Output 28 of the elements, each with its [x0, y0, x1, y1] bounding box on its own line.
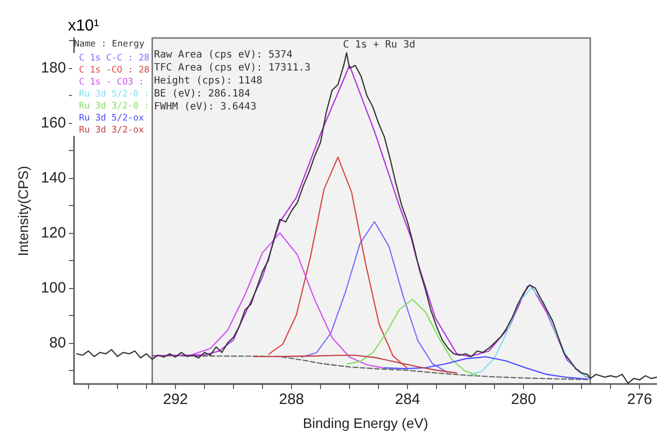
- y-tick-label: 100: [40, 279, 66, 296]
- text: Ru 3d 3/2-0 :: [79, 102, 150, 112]
- text: C 1s -CO : 28: [79, 66, 150, 76]
- text: Ru 3d 3/2-ox: [79, 126, 145, 136]
- text: x10¹: [68, 18, 100, 34]
- text: Ru 3d 5/2-0 :: [79, 90, 150, 100]
- x-tick-label: 276: [627, 391, 652, 408]
- annotation: Height (cps): 1148: [154, 76, 262, 86]
- text: C 1s - CO3 :: [79, 78, 144, 88]
- y-axis-title: Intensity(CPS): [15, 166, 31, 256]
- legend-title: Name : Energy: [74, 40, 146, 50]
- x-tick-label: 292: [162, 391, 188, 408]
- y-tick-label: 80: [49, 334, 66, 352]
- chart-title: C 1s + Ru 3d: [343, 40, 416, 50]
- annotation: Raw Area (cps eV): 5374: [154, 50, 292, 60]
- x-tick-label: 280: [511, 391, 536, 408]
- text: Ru 3d 5/2-ox: [79, 114, 145, 124]
- annotation: FWHM (eV): 3.6443: [154, 102, 256, 112]
- x-axis-title: Binding Energy (eV): [302, 415, 428, 431]
- y-tick-label: 140: [40, 170, 66, 187]
- y-tick-label: 160: [40, 114, 66, 132]
- annotation: TFC Area (cps eV): 17311.3: [154, 62, 311, 74]
- x-tick-label: 284: [395, 391, 420, 408]
- annotation: BE (eV): 286.184: [154, 88, 250, 100]
- x-tick-label: 288: [278, 391, 304, 408]
- text: C 1s C-C : 28: [79, 54, 150, 64]
- y-tick-label: 120: [40, 224, 66, 242]
- y-tick-label: 180: [40, 60, 66, 77]
